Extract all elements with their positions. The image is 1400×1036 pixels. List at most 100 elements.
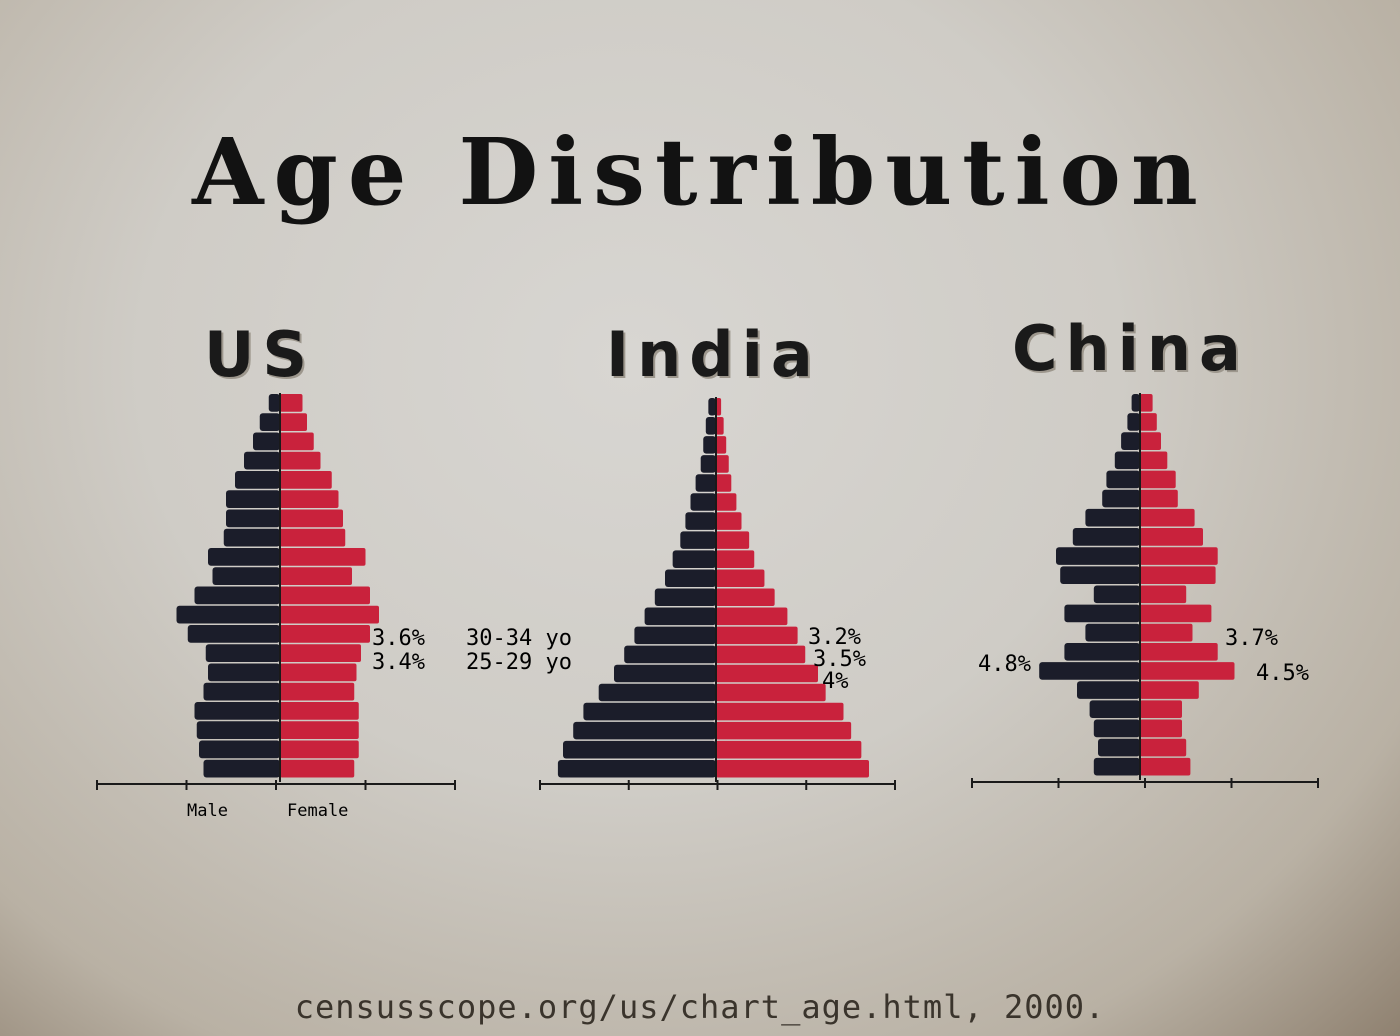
female-bar [1140, 719, 1182, 738]
female-bar [280, 663, 357, 682]
male-bar [1102, 489, 1140, 508]
female-bar [280, 413, 307, 431]
china-annotation-3: 4.5% [1256, 661, 1309, 686]
female-bar [1140, 489, 1178, 508]
female-bar [280, 548, 366, 566]
female-bar [280, 567, 352, 585]
female-bar [280, 702, 359, 720]
male-bar [583, 702, 716, 721]
china-pyramid [971, 393, 1319, 788]
female-bar [280, 759, 355, 778]
male-bar [1085, 508, 1140, 527]
female-bar [716, 455, 729, 473]
female-bar [280, 528, 346, 547]
male-bar [244, 451, 280, 470]
female-bar [280, 625, 370, 643]
female-bar [716, 474, 732, 492]
female-bar [1140, 566, 1216, 584]
male-bar [194, 702, 280, 720]
chart-title: Age Distribution [192, 118, 1208, 226]
female-bar [280, 605, 379, 624]
female-bar [716, 664, 818, 683]
female-bar [716, 531, 750, 549]
male-bar [1039, 662, 1140, 680]
us-annotation-1: 3.6% [372, 626, 425, 651]
india-pyramid [539, 397, 896, 790]
male-bar [235, 471, 280, 489]
male-bar [1064, 604, 1140, 623]
male-bar [598, 683, 716, 702]
male-bar [208, 548, 280, 566]
female-bar [280, 721, 359, 739]
female-bar [1140, 604, 1212, 623]
female-bar [716, 436, 727, 454]
female-bar [1140, 394, 1153, 412]
female-bar [280, 644, 361, 662]
china-annotation-2: 3.7% [1225, 626, 1278, 651]
female-bar [716, 417, 724, 435]
female-bar [1140, 432, 1161, 450]
female-bar [280, 471, 332, 489]
male-bar [563, 740, 716, 759]
female-bar [280, 490, 339, 508]
female-bar [716, 398, 722, 416]
india-chart-title: India [606, 318, 821, 391]
india-annotation-1: 3.2% [808, 625, 861, 650]
male-bar [1089, 700, 1140, 719]
male-bar [1127, 413, 1140, 431]
female-bar [716, 721, 852, 740]
male-axis-label: Male [187, 801, 228, 821]
female-bar [1140, 681, 1199, 699]
female-bar [1140, 642, 1218, 661]
male-bar [226, 509, 280, 528]
china-chart-title: China [1012, 312, 1249, 385]
female-bar [280, 682, 355, 701]
female-bar [716, 759, 869, 778]
male-bar [212, 567, 280, 585]
female-bar [716, 512, 742, 530]
female-bar [1140, 470, 1176, 489]
male-bar [259, 413, 280, 431]
male-bar [672, 550, 716, 568]
female-bar [1140, 662, 1235, 680]
us-pyramid [96, 393, 456, 790]
male-bar [665, 569, 716, 587]
female-bar [716, 702, 844, 721]
female-axis-label: Female [287, 801, 348, 821]
female-bar [716, 588, 775, 607]
female-bar [1140, 738, 1187, 757]
india-annotation-3: 4% [822, 669, 849, 694]
male-bar [196, 721, 280, 739]
female-bar [716, 683, 826, 702]
male-bar [203, 759, 280, 778]
female-bar [280, 432, 314, 451]
female-bar [716, 626, 798, 645]
china-annotation-1: 4.8% [978, 652, 1031, 677]
male-bar [226, 490, 280, 508]
us-chart-title: US [204, 318, 315, 391]
male-bar [690, 493, 716, 511]
male-bar [1060, 566, 1140, 584]
male-bar [1093, 719, 1140, 738]
male-bar [700, 455, 716, 473]
female-bar [1140, 451, 1168, 470]
male-bar [1106, 470, 1140, 489]
female-bar [280, 740, 359, 759]
male-bar [1093, 585, 1140, 604]
male-bar [1121, 432, 1140, 450]
female-bar [1140, 757, 1191, 776]
female-bar [280, 509, 343, 528]
female-bar [716, 740, 862, 759]
male-bar [703, 436, 716, 454]
male-bar [223, 528, 280, 547]
female-bar [716, 493, 737, 511]
male-bar [199, 740, 280, 759]
female-bar [716, 550, 755, 568]
male-bar [205, 644, 280, 662]
male-bar [187, 625, 280, 643]
male-bar [614, 664, 716, 683]
male-bar [1064, 642, 1140, 661]
female-bar [280, 586, 370, 605]
male-bar [705, 417, 716, 435]
